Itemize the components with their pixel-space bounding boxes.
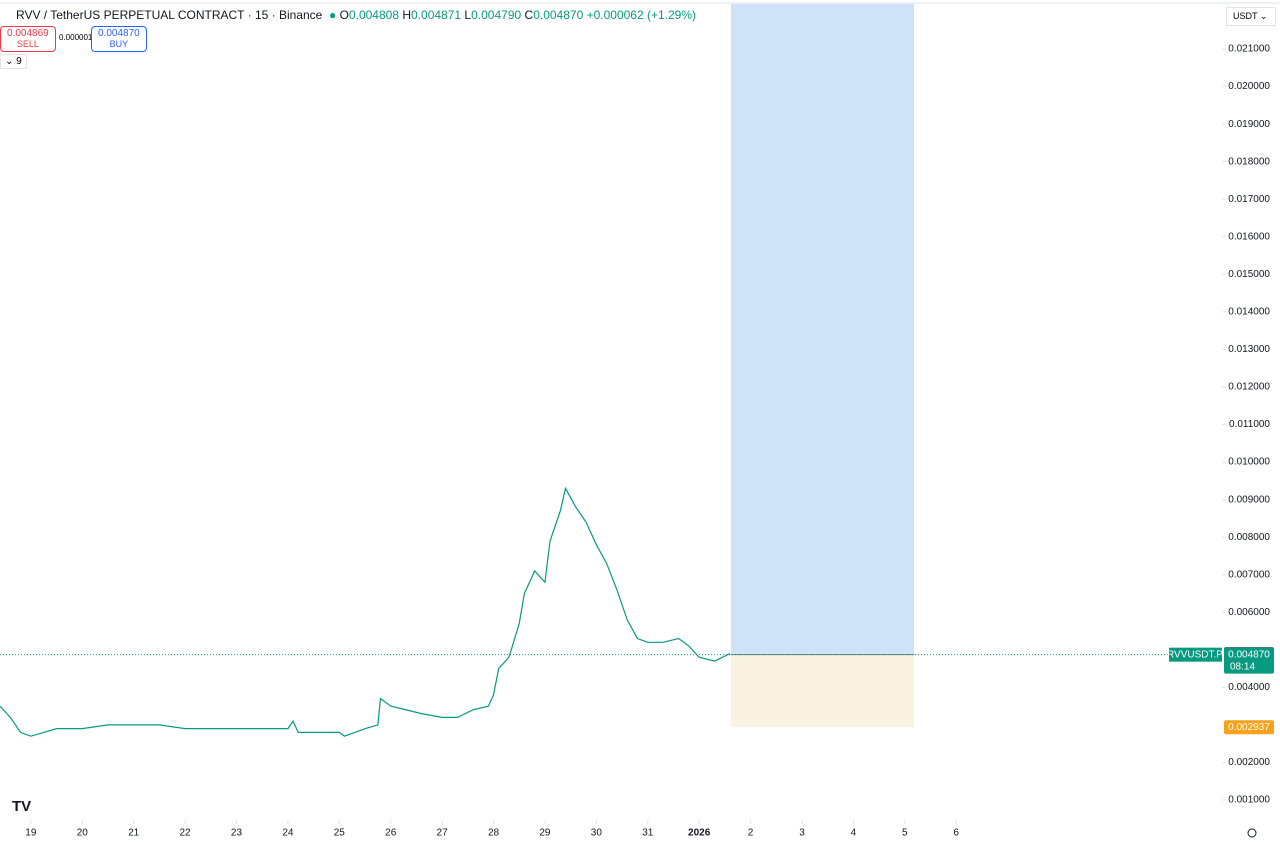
stop-zone xyxy=(731,654,915,728)
currency-select[interactable]: USDT ⌄ xyxy=(1226,7,1276,26)
x-tick-label: 21 xyxy=(128,828,140,839)
y-tick-label: 0.015000 xyxy=(1228,269,1270,280)
x-tick-label: 23 xyxy=(231,828,243,839)
y-tick-label: 0.006000 xyxy=(1228,607,1270,618)
indicators-toggle[interactable]: ⌄ 9 xyxy=(0,54,27,69)
price-timer: 08:14 xyxy=(1230,661,1255,672)
y-tick-label: 0.013000 xyxy=(1228,344,1270,355)
y-tick-label: 0.018000 xyxy=(1228,156,1270,167)
x-tick-label: 2026 xyxy=(688,828,711,839)
y-tick-label: 0.014000 xyxy=(1228,307,1270,318)
x-tick-label: 30 xyxy=(591,828,603,839)
x-tick-label: 4 xyxy=(851,828,857,839)
x-tick-label: 5 xyxy=(902,828,908,839)
y-tick-label: 0.021000 xyxy=(1228,44,1270,55)
y-tick-label: 0.017000 xyxy=(1228,194,1270,205)
y-tick-label: 0.004000 xyxy=(1228,682,1270,693)
x-tick-label: 31 xyxy=(642,828,654,839)
x-tick-label: 28 xyxy=(488,828,500,839)
y-tick-label: 0.011000 xyxy=(1229,419,1270,430)
y-tick-label: 0.020000 xyxy=(1228,81,1270,92)
close: 0.004870 xyxy=(533,8,584,22)
legend: RVV / TetherUS PERPETUAL CONTRACT · 15 ·… xyxy=(16,8,697,22)
tv-logo: TV xyxy=(12,798,31,815)
buy-button[interactable]: 0.004870 BUY xyxy=(91,26,147,52)
price-tag-bg xyxy=(1224,647,1274,674)
y-tick-label: 0.007000 xyxy=(1228,569,1270,580)
y-tick-label: 0.019000 xyxy=(1228,119,1270,130)
y-tick-label: 0.009000 xyxy=(1228,494,1270,505)
x-tick-label: 29 xyxy=(539,828,551,839)
price-series xyxy=(0,486,731,737)
y-tick-label: 0.010000 xyxy=(1228,457,1270,468)
high: 0.004871 xyxy=(411,8,462,22)
target-zone xyxy=(731,4,915,655)
sell-price: 0.004869 xyxy=(7,28,49,39)
y-tick-label: 0.016000 xyxy=(1228,231,1270,242)
x-tick-label: 22 xyxy=(180,828,192,839)
symbol: RVV / TetherUS PERPETUAL CONTRACT · 15 ·… xyxy=(16,8,323,22)
x-tick-label: 19 xyxy=(25,828,37,839)
x-tick-label: 20 xyxy=(77,828,89,839)
low: 0.004790 xyxy=(471,8,522,22)
currency: USDT xyxy=(1233,11,1258,21)
y-tick-label: 0.001000 xyxy=(1228,795,1270,806)
stop-price: 0.002937 xyxy=(1228,722,1270,733)
stop-price-bg xyxy=(1224,720,1274,735)
settings-icon[interactable] xyxy=(1247,828,1257,838)
x-tick-label: 25 xyxy=(334,828,346,839)
indicators-count: 9 xyxy=(16,56,22,67)
sell-label: SELL xyxy=(16,39,39,49)
x-tick-label: 27 xyxy=(437,828,449,839)
change: +0.000062 xyxy=(586,8,644,22)
symbol-tag-bg xyxy=(1169,647,1222,662)
spread: 0.000001 xyxy=(59,33,93,42)
buy-label: BUY xyxy=(109,39,129,49)
buy-price: 0.004870 xyxy=(98,28,140,39)
price-tag: 0.004870 xyxy=(1228,649,1270,660)
x-tick-label: 24 xyxy=(282,828,294,839)
x-tick-label: 6 xyxy=(953,828,959,839)
y-tick-label: 0.012000 xyxy=(1228,382,1270,393)
symbol-tag: RVVUSDT.P xyxy=(1167,649,1223,660)
x-tick-label: 2 xyxy=(748,828,754,839)
change-pct: (+1.29%) xyxy=(647,8,697,22)
sell-button[interactable]: 0.004869 SELL xyxy=(0,26,56,52)
y-tick-label: 0.002000 xyxy=(1228,757,1270,768)
open: 0.004808 xyxy=(348,8,399,22)
x-tick-label: 3 xyxy=(799,828,805,839)
x-tick-label: 26 xyxy=(385,828,397,839)
y-tick-label: 0.008000 xyxy=(1228,532,1270,543)
